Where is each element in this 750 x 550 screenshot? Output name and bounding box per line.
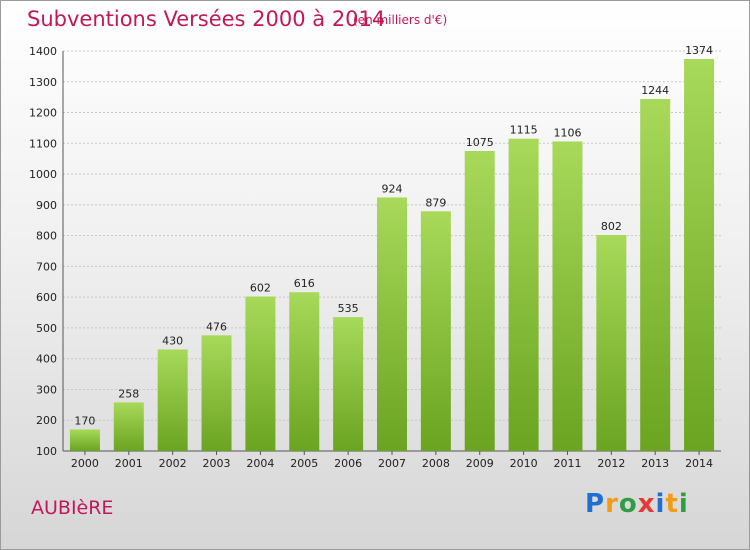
y-tick-label: 600 [36,291,57,304]
bar [201,335,232,451]
bar-value-label: 430 [162,334,183,347]
bar [377,197,407,451]
bar-value-label: 879 [425,196,446,209]
bar-value-label: 476 [206,320,227,333]
x-tick-label: 2013 [641,457,669,470]
x-tick-label: 2008 [422,457,450,470]
y-tick-label: 800 [36,230,57,243]
x-tick-label: 2002 [159,457,187,470]
y-tick-label: 1300 [29,76,57,89]
bar [69,429,100,451]
bar-value-label: 170 [74,414,95,427]
bar-value-label: 924 [382,182,403,195]
commune-name: AUBIèRE [31,497,114,519]
bars [69,59,715,451]
x-tick-label: 2006 [334,457,362,470]
bar [596,235,627,451]
x-tick-label: 2012 [597,457,625,470]
x-tick-label: 2000 [71,457,99,470]
bar-value-label: 1075 [466,136,494,149]
bar [552,141,583,451]
x-tick-label: 2010 [510,457,538,470]
bar [508,138,539,451]
bar-value-label: 616 [294,277,315,290]
y-tick-label: 1000 [29,168,57,181]
bar-value-label: 258 [118,387,139,400]
bar [464,151,495,451]
x-tick-label: 2001 [115,457,143,470]
bar [157,349,188,451]
axes: 100 200 300 400 500 600 700 800 900 1000 1100 1200 1… [29,45,721,470]
bar-value-label: 602 [250,282,271,295]
x-tick-label: 2007 [378,457,406,470]
bar [333,317,364,451]
y-tick-label: 1100 [29,137,57,150]
bar-value-label: 802 [601,220,622,233]
x-tick-label: 2014 [685,457,713,470]
y-tick-label: 100 [36,445,57,458]
bar [113,402,144,451]
bar [289,292,320,451]
chart-subtitle: (en milliers d'€) [353,13,448,27]
y-tick-label: 400 [36,353,57,366]
y-tick-label: 900 [36,199,57,212]
y-tick-label: 500 [36,322,57,335]
data-labels: 170 258 430 476 602 616 535 924 879 1075 1115 1106 8… [74,44,713,427]
x-tick-label: 2005 [290,457,318,470]
x-tick-label: 2004 [246,457,274,470]
bar-value-label: 1115 [510,124,538,137]
y-tick-label: 200 [36,414,57,427]
bar-value-label: 535 [338,302,359,315]
x-tick-label: 2011 [553,457,581,470]
bar [245,296,276,451]
bar [420,211,451,451]
bar-value-label: 1374 [685,44,713,57]
bar [684,59,715,451]
y-tick-label: 1400 [29,45,57,58]
bar-value-label: 1106 [553,126,581,139]
y-tick-label: 1200 [29,107,57,120]
bar [640,99,671,451]
y-tick-label: 700 [36,260,57,273]
y-tick-label: 300 [36,383,57,396]
x-tick-label: 2009 [466,457,494,470]
x-tick-label: 2003 [203,457,231,470]
proxiti-logo[interactable]: Proxiti [585,489,689,519]
chart-title: Subventions Versées 2000 à 2014 [27,7,386,31]
bar-value-label: 1244 [641,84,669,97]
